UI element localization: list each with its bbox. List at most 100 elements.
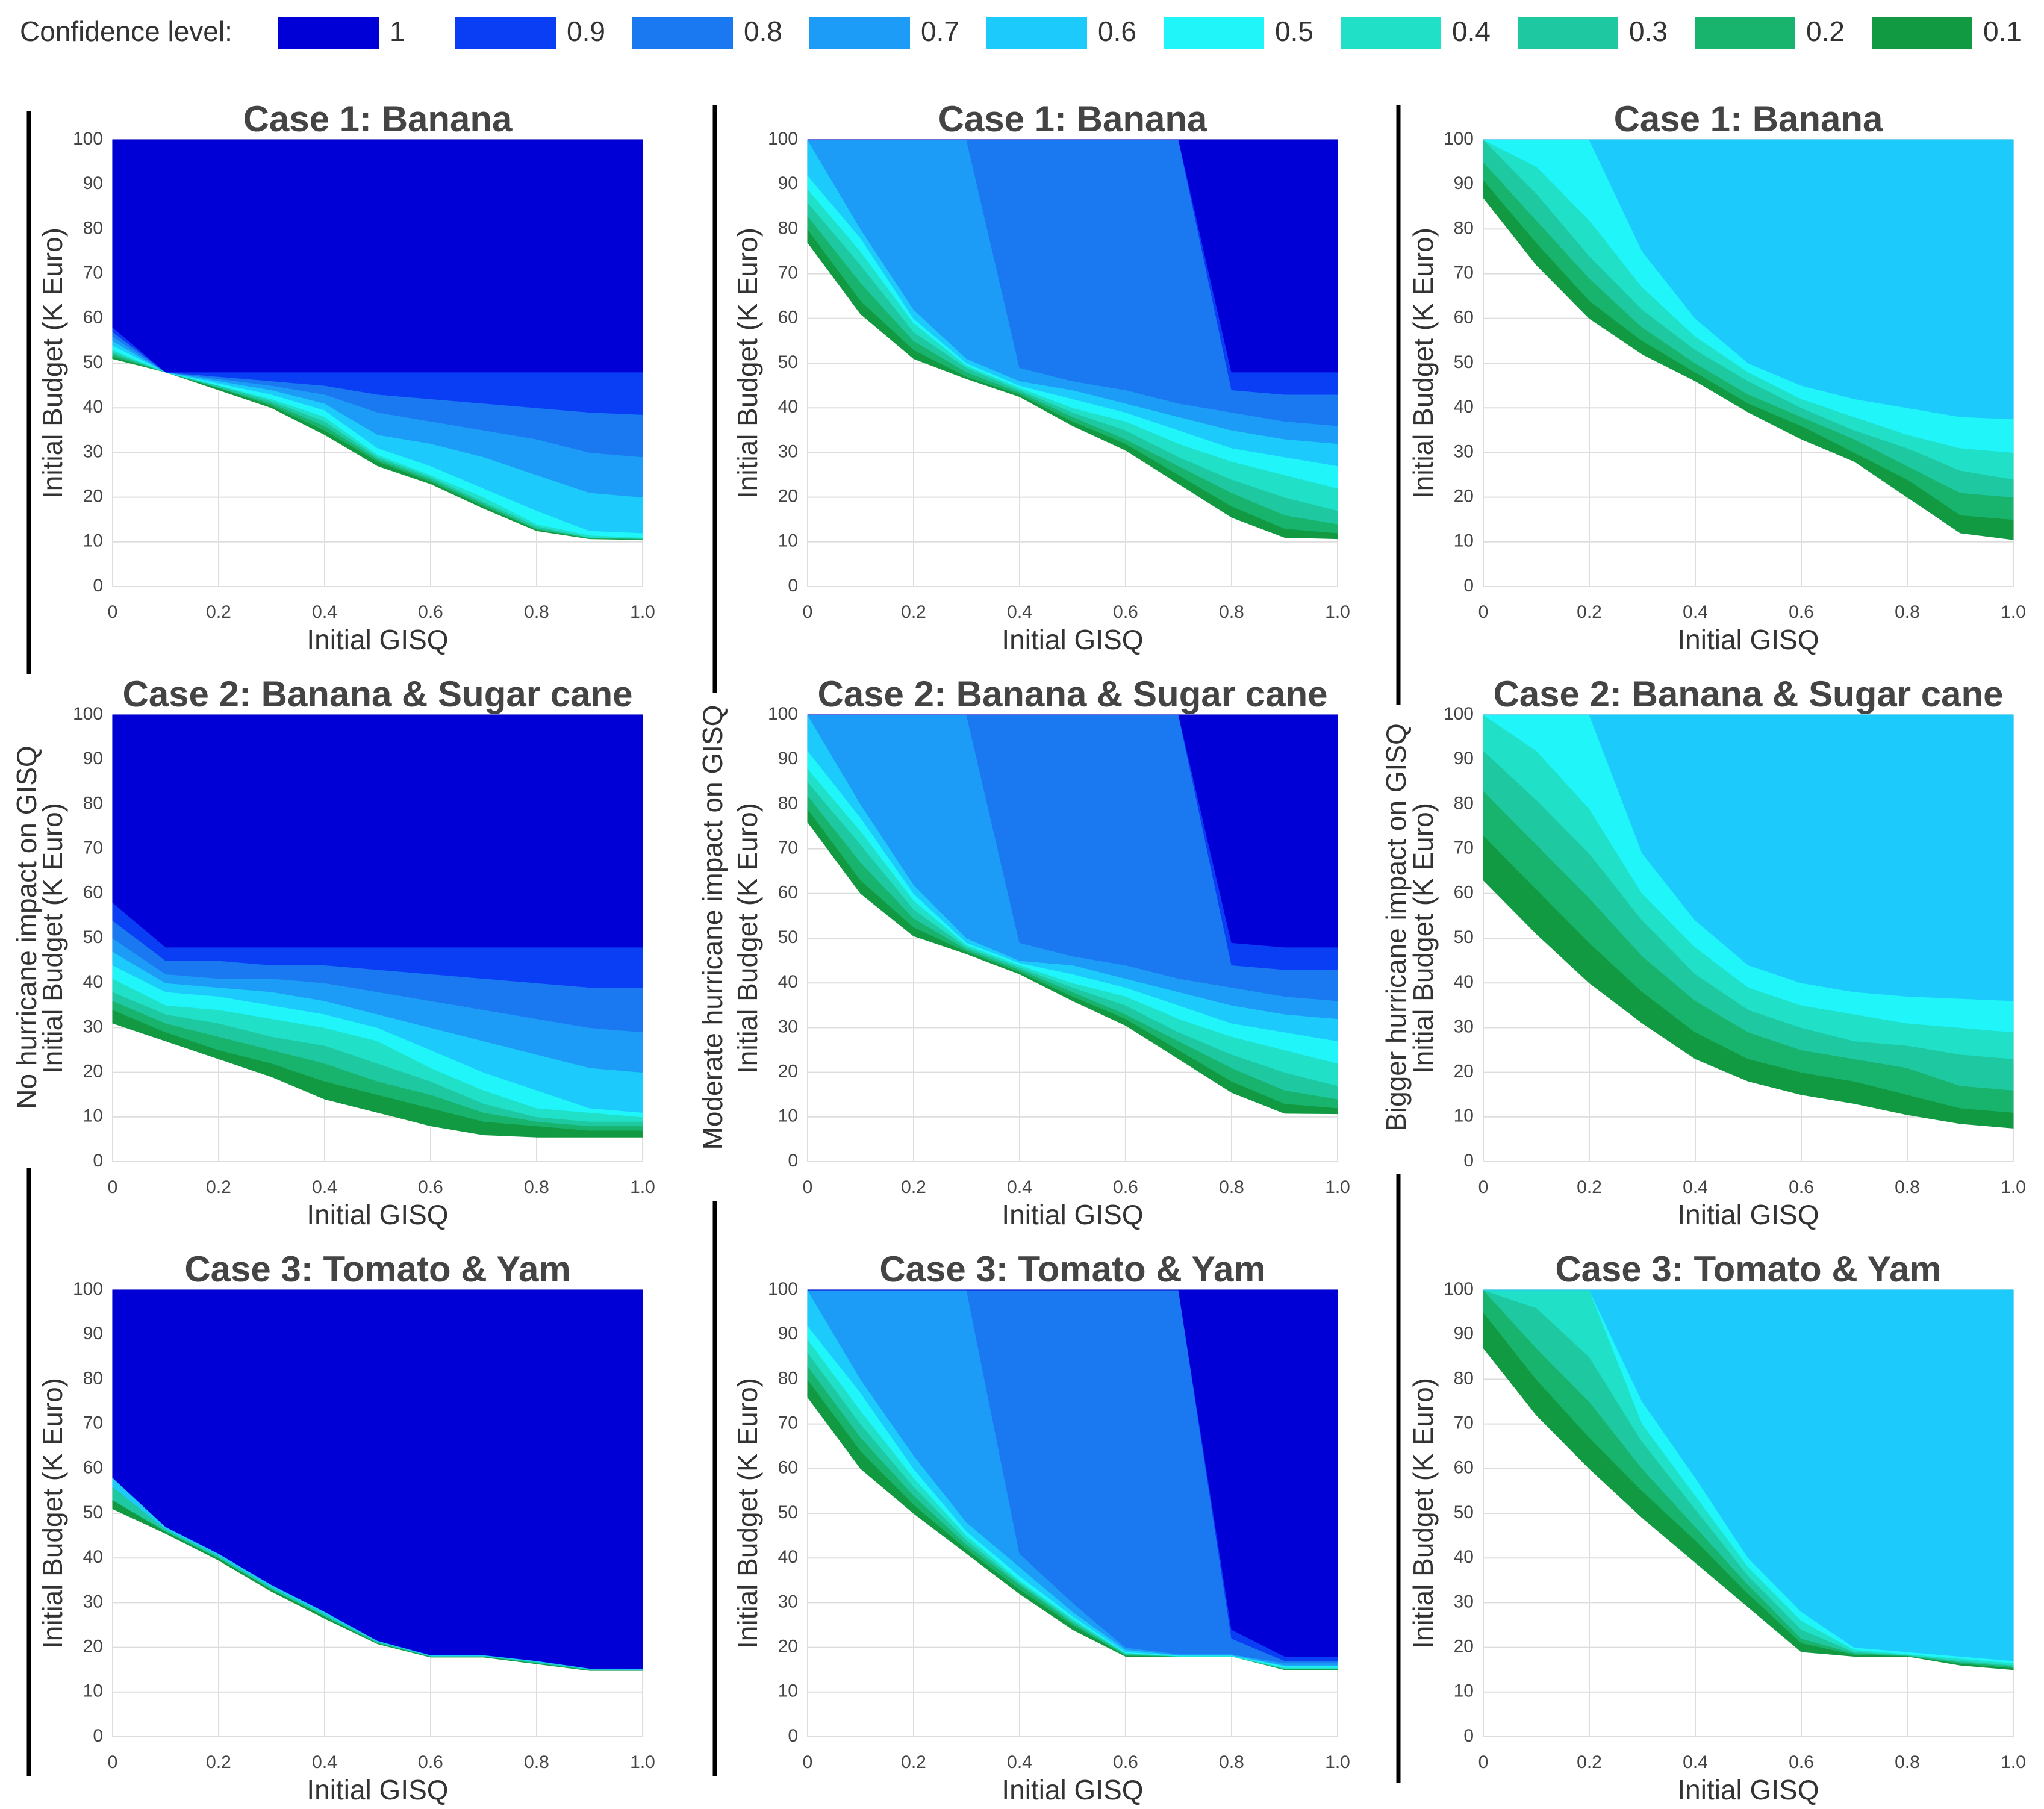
x-tick-label: 0: [803, 602, 813, 622]
y-tick-label: 70: [778, 1413, 798, 1433]
x-tick-label: 0.2: [206, 1752, 231, 1772]
y-tick-label: 40: [1454, 397, 1474, 417]
y-tick-label: 20: [778, 487, 798, 506]
y-tick-label: 40: [778, 972, 798, 992]
y-tick-label: 30: [1454, 1592, 1474, 1611]
y-tick-label: 40: [83, 972, 103, 992]
y-tick-label: 70: [1454, 838, 1474, 858]
y-tick-label: 10: [83, 1106, 103, 1126]
y-tick-label: 50: [1454, 927, 1474, 947]
legend-label: 0.8: [744, 16, 782, 47]
chart-title: Case 2: Banana & Sugar cane: [817, 674, 1327, 714]
y-tick-label: 70: [1454, 1413, 1474, 1433]
y-tick-label: 10: [778, 531, 798, 551]
x-tick-label: 0: [108, 1177, 118, 1197]
y-tick-label: 60: [1454, 1458, 1474, 1478]
y-tick-label: 100: [1444, 704, 1474, 724]
y-tick-label: 90: [83, 173, 103, 193]
chart-title: Case 1: Banana: [243, 99, 513, 139]
y-tick-label: 90: [778, 749, 798, 768]
y-tick-label: 40: [1454, 972, 1474, 992]
y-tick-label: 10: [83, 531, 103, 551]
y-tick-label: 90: [83, 1324, 103, 1344]
y-tick-label: 60: [778, 1458, 798, 1478]
confidence-region: [808, 1289, 1338, 1657]
y-tick-label: 80: [83, 1368, 103, 1388]
x-tick-label: 0.2: [1577, 1177, 1602, 1197]
x-tick-label: 0.2: [1577, 602, 1602, 622]
confidence-region: [112, 1289, 643, 1669]
x-tick-label: 1.0: [2001, 1752, 2026, 1772]
chart-title: Case 2: Banana & Sugar cane: [1493, 674, 2003, 714]
y-tick-label: 80: [778, 793, 798, 813]
x-tick-label: 0.8: [1219, 1177, 1244, 1197]
legend-swatch: [986, 17, 1087, 49]
y-axis-label: Initial Budget (K Euro): [37, 228, 68, 499]
x-tick-label: 0.2: [1577, 1752, 1602, 1772]
y-tick-label: 70: [83, 1413, 103, 1433]
y-tick-label: 90: [1454, 173, 1474, 193]
y-tick-label: 80: [83, 793, 103, 813]
y-tick-label: 30: [778, 1592, 798, 1611]
x-tick-label: 0.4: [312, 1752, 337, 1772]
x-tick-label: 0.4: [1007, 602, 1032, 622]
x-tick-label: 0.8: [524, 602, 549, 622]
x-axis-label: Initial GISQ: [1002, 1774, 1143, 1805]
y-tick-label: 80: [1454, 793, 1474, 813]
x-tick-label: 1.0: [1325, 1752, 1350, 1772]
y-tick-label: 20: [1454, 487, 1474, 506]
y-tick-label: 90: [778, 173, 798, 193]
x-tick-label: 0.8: [1219, 602, 1244, 622]
x-tick-label: 0.8: [1895, 602, 1920, 622]
y-tick-label: 0: [788, 576, 798, 596]
legend-label: 0.4: [1452, 16, 1491, 47]
y-tick-label: 60: [1454, 883, 1474, 903]
y-tick-label: 60: [83, 308, 103, 328]
y-axis-label: Initial Budget (K Euro): [37, 803, 68, 1074]
y-tick-label: 30: [1454, 1017, 1474, 1036]
y-tick-label: 90: [83, 749, 103, 768]
x-tick-label: 0.6: [1789, 1752, 1814, 1772]
legend-label: 0.6: [1098, 16, 1136, 47]
x-tick-label: 0.8: [1219, 1752, 1244, 1772]
y-tick-label: 60: [83, 883, 103, 903]
y-axis-label: Initial Budget (K Euro): [1407, 228, 1439, 499]
y-tick-label: 50: [1454, 352, 1474, 372]
x-tick-label: 1.0: [1325, 602, 1350, 622]
y-tick-label: 20: [83, 1062, 103, 1082]
x-tick-label: 0.4: [1007, 1752, 1032, 1772]
y-tick-label: 50: [778, 1502, 798, 1522]
y-tick-label: 60: [778, 883, 798, 903]
y-tick-label: 40: [83, 1547, 103, 1567]
x-tick-label: 0: [1478, 1752, 1489, 1772]
x-axis-label: Initial GISQ: [307, 1774, 448, 1805]
y-tick-label: 20: [83, 487, 103, 506]
y-tick-label: 40: [778, 397, 798, 417]
y-tick-label: 80: [778, 218, 798, 238]
legend-swatch: [278, 17, 379, 49]
y-tick-label: 40: [1454, 1547, 1474, 1567]
x-tick-label: 0.2: [901, 602, 926, 622]
y-tick-label: 20: [778, 1637, 798, 1657]
y-tick-label: 50: [83, 927, 103, 947]
legend-label: 0.5: [1275, 16, 1313, 47]
confidence-region: [112, 139, 643, 373]
y-tick-label: 0: [93, 576, 103, 596]
y-tick-label: 20: [778, 1062, 798, 1082]
y-tick-label: 50: [1454, 1502, 1474, 1522]
y-tick-label: 50: [778, 352, 798, 372]
legend-swatch: [1695, 17, 1795, 49]
y-tick-label: 10: [1454, 531, 1474, 551]
legend-label: 0.1: [1983, 16, 2022, 47]
y-tick-label: 10: [83, 1681, 103, 1701]
y-tick-label: 0: [93, 1151, 103, 1171]
y-tick-label: 70: [778, 838, 798, 858]
chart-title: Case 3: Tomato & Yam: [1555, 1249, 1941, 1289]
x-tick-label: 0.4: [312, 602, 337, 622]
x-tick-label: 0.2: [206, 602, 231, 622]
y-tick-label: 30: [83, 1017, 103, 1036]
y-tick-label: 0: [1463, 1151, 1474, 1171]
chart-title: Case 3: Tomato & Yam: [879, 1249, 1265, 1289]
y-tick-label: 10: [778, 1106, 798, 1126]
